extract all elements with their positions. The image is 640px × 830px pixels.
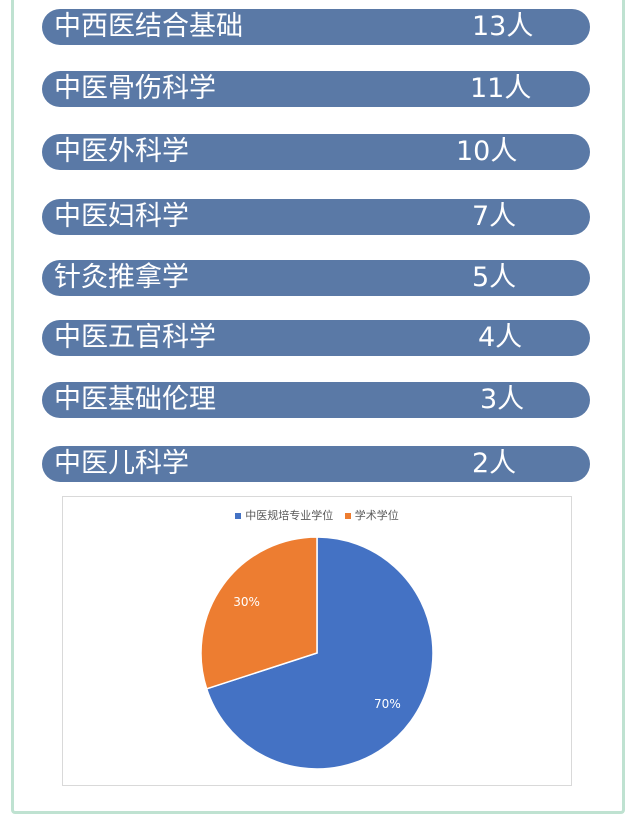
- major-count: 10人: [456, 136, 518, 167]
- legend-item: 学术学位: [344, 507, 399, 523]
- major-name: 中医儿科学: [54, 448, 189, 479]
- major-bar: 中医基础伦理 3人: [42, 382, 590, 418]
- pie-data-label: 30%: [233, 595, 260, 609]
- major-bar: 中西医结合基础 13人: [42, 9, 590, 45]
- major-name: 中医基础伦理: [54, 384, 216, 415]
- major-bar: 中医妇科学 7人: [42, 199, 590, 235]
- major-count: 3人: [480, 384, 525, 415]
- major-count: 7人: [472, 201, 517, 232]
- legend-item: 中医规培专业学位: [235, 507, 333, 523]
- major-bar: 中医儿科学 2人: [42, 446, 590, 482]
- pie-data-label: 70%: [374, 697, 401, 711]
- major-name: 中西医结合基础: [54, 11, 243, 42]
- pie-plot: 70% 30%: [200, 536, 434, 770]
- legend-label: 中医规培专业学位: [245, 509, 334, 522]
- major-count: 5人: [472, 262, 517, 293]
- major-name: 中医五官科学: [54, 322, 216, 353]
- pie-slice: [200, 536, 318, 690]
- major-name: 中医骨伤科学: [54, 73, 216, 104]
- major-count: 2人: [472, 448, 517, 479]
- legend-swatch: [235, 513, 242, 519]
- major-bar: 中医外科学 10人: [42, 134, 590, 170]
- major-count: 11人: [470, 73, 532, 104]
- major-count: 13人: [472, 11, 534, 42]
- pie-slice: [205, 536, 434, 770]
- card-frame: [11, 0, 625, 814]
- major-bar: 中医骨伤科学 11人: [42, 71, 590, 107]
- major-count: 4人: [478, 322, 523, 353]
- chart-legend: 中医规培专业学位 学术学位: [63, 507, 571, 523]
- legend-label: 学术学位: [354, 509, 399, 522]
- major-name: 中医外科学: [54, 136, 189, 167]
- legend-swatch: [344, 513, 351, 519]
- major-name: 针灸推拿学: [54, 262, 189, 293]
- pie-chart: 中医规培专业学位 学术学位 70% 30%: [62, 496, 572, 786]
- major-bar: 中医五官科学 4人: [42, 320, 590, 356]
- major-name: 中医妇科学: [54, 201, 189, 232]
- major-bar: 针灸推拿学 5人: [42, 260, 590, 296]
